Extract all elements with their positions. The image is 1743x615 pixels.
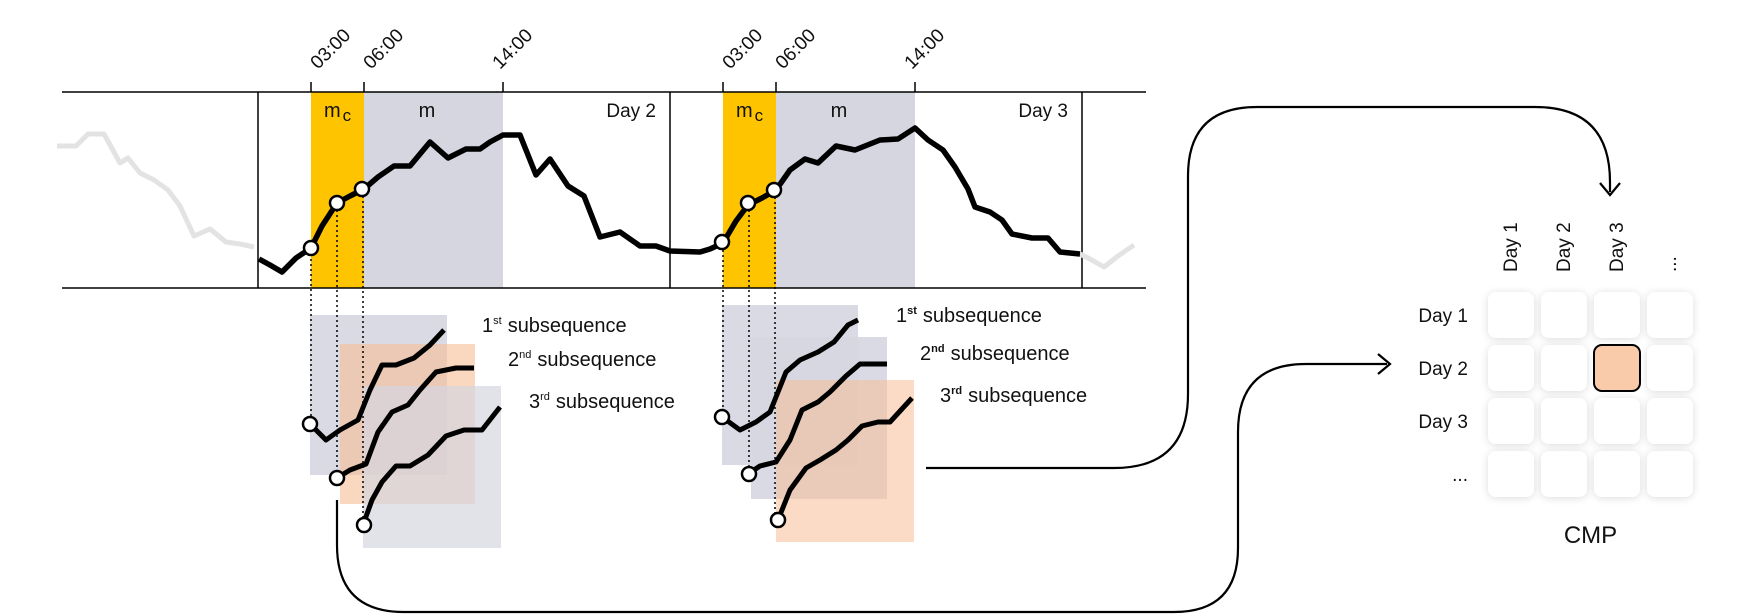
matrix-cell [1594, 451, 1640, 497]
matrix-cell [1488, 345, 1534, 391]
time-label: 06:00 [772, 25, 820, 73]
matrix-row-label: ... [1452, 465, 1468, 486]
circle-marker-icon [328, 469, 346, 487]
series-line [257, 125, 1081, 275]
matrix-cell [1647, 345, 1693, 391]
subsequence-box-3 [776, 380, 914, 542]
matrix-column-label: ... [1660, 256, 1681, 272]
time-label: 14:00 [489, 25, 537, 73]
matrix-row-label: Day 3 [1418, 412, 1468, 433]
matrix-row-label: Day 2 [1418, 359, 1468, 380]
subsequence-line [746, 361, 887, 477]
window-label: m [831, 100, 848, 122]
circle-marker-icon [740, 465, 758, 483]
subsequence-label-2: 2nd subsequence [508, 349, 656, 371]
connector-to-row [335, 362, 1387, 614]
matrix-cell [1594, 292, 1640, 338]
subsequence-box-3 [363, 386, 501, 548]
matrix-column-label: Day 1 [1501, 222, 1522, 272]
time-label: 14:00 [901, 25, 949, 73]
matrix-cell-highlighted [1593, 344, 1641, 392]
subsequence-label-3: 3rd subsequence [940, 385, 1087, 407]
time-label: 03:00 [719, 25, 767, 73]
matrix-column-label: Day 3 [1607, 222, 1628, 272]
cmp-matrix: Day 1 Day 2 Day 3 ... Day 1 Day 2 Day 3... CMP [1418, 222, 1693, 549]
day-label: Day 2 [606, 101, 656, 122]
circle-marker-icon [328, 194, 346, 212]
subsequence-label-1: 1st subsequence [896, 305, 1042, 327]
subsequence-label-1: 1st subsequence [482, 315, 627, 337]
arrow-down-icon [1599, 182, 1621, 197]
matrix-row-label: Day 1 [1418, 306, 1468, 327]
circle-marker-icon [301, 415, 319, 433]
subsequence-line [360, 405, 502, 526]
matrix-cell [1647, 451, 1693, 497]
matrix-cell [1647, 292, 1693, 338]
matrix-cell [1541, 292, 1587, 338]
subsequence-line [308, 328, 446, 443]
matrix-cell [1488, 398, 1534, 444]
matrix-cell [1594, 398, 1640, 444]
arrow-right-icon [1377, 353, 1392, 375]
time-label: 06:00 [360, 25, 408, 73]
subsequence-line [775, 396, 914, 521]
connector-to-column [926, 105, 1612, 470]
matrix-cell [1647, 398, 1693, 444]
matrix-cell [1541, 451, 1587, 497]
window-shade [776, 92, 915, 288]
matrix-cell [1488, 292, 1534, 338]
window-shade [364, 92, 503, 288]
subsequence-line [720, 317, 860, 433]
circle-marker-icon [355, 516, 373, 534]
matrix-cell [1488, 451, 1534, 497]
subsequence-line [335, 365, 474, 481]
subsequence-label-2: 2nd subsequence [920, 343, 1070, 365]
faded-series-line [1078, 242, 1136, 270]
window-label: m [419, 100, 436, 122]
circle-marker-icon [739, 194, 757, 212]
day-label: Day 3 [1018, 101, 1068, 122]
matrix-caption: CMP [1564, 522, 1617, 549]
matrix-cell [1541, 345, 1587, 391]
circle-marker-icon [302, 239, 320, 257]
faded-series-line [57, 131, 255, 250]
circle-marker-icon [765, 181, 783, 199]
subsequence-panel-day3: 1st subsequence 2nd subsequence 3rd subsequ… [713, 197, 1087, 542]
subsequence-panel-day2: 1st subsequence 2nd subsequence 3rd subsequ… [301, 196, 675, 548]
circle-marker-icon [353, 180, 371, 198]
time-label: 03:00 [307, 25, 355, 73]
circle-marker-icon [769, 511, 787, 529]
circle-marker-icon [713, 408, 731, 426]
connectors [335, 105, 1621, 614]
matrix-cell [1541, 398, 1587, 444]
subsequence-label-3: 3rd subsequence [529, 391, 675, 413]
matrix-column-label: Day 2 [1554, 222, 1575, 272]
circle-marker-icon [713, 233, 731, 251]
